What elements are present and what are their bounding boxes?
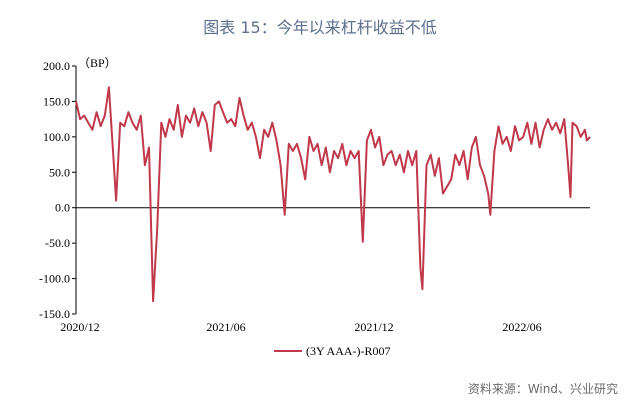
chart-title: 图表 15：今年以来杠杆收益不低 xyxy=(203,18,437,37)
x-axis-ticks: 2020/12 2021/06 2021/12 2022/06 xyxy=(60,320,541,334)
series-line xyxy=(75,86,591,303)
x-tick-label: 2021/12 xyxy=(354,320,393,334)
y-tick-label: 0.0 xyxy=(55,201,70,215)
y-tick-label: 150.0 xyxy=(43,94,70,108)
legend: (3Y AAA-)-R007 xyxy=(274,344,391,358)
x-tick-label: 2022/06 xyxy=(502,320,541,334)
y-tick-label: -150.0 xyxy=(39,307,70,321)
y-tick-label: -50.0 xyxy=(45,236,70,250)
x-tick-label: 2021/06 xyxy=(206,320,245,334)
source-note: 资料来源：Wind、兴业研究 xyxy=(467,382,618,396)
y-tick-label: 100.0 xyxy=(43,130,70,144)
y-tick-label: -100.0 xyxy=(39,272,70,286)
y-tick-label: 50.0 xyxy=(49,165,70,179)
legend-label: (3Y AAA-)-R007 xyxy=(306,344,391,358)
axes xyxy=(75,66,590,314)
y-axis-unit-label: （BP） xyxy=(78,56,117,70)
x-tick-label: 2020/12 xyxy=(60,320,99,334)
y-axis-ticks: 200.0 150.0 100.0 50.0 0.0 -50.0 -100.0 -150.0 xyxy=(39,59,76,321)
y-tick-label: 200.0 xyxy=(43,59,70,73)
